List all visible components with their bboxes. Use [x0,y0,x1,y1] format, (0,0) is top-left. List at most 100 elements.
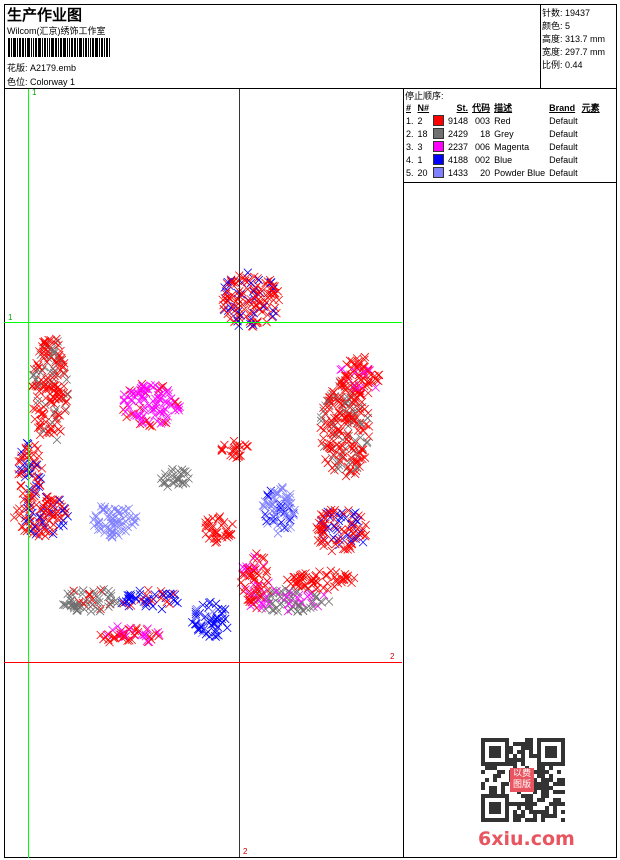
divider [4,88,617,89]
stitch-mark [218,618,227,627]
stitch-mark [357,419,367,429]
stitch-mark [143,624,152,633]
stitch-mark [37,366,47,375]
stitch-mark [247,300,256,309]
stitch-mark [337,392,346,402]
stitch-mark [249,308,259,318]
stitch-mark [35,347,44,356]
stitch-mark [14,504,24,513]
stitch-mark [94,517,103,527]
stitch-mark [30,491,39,501]
stitch-mark [263,519,272,528]
stitch-mark [211,599,221,609]
stitch-mark [345,466,355,476]
stitch-mark [283,606,293,616]
stitch-mark [265,500,275,509]
stitch-mark [265,275,275,285]
stitch-mark [340,406,349,415]
guide-label: 2 [243,847,248,856]
stitch-mark [69,603,79,613]
stitch-mark [36,423,46,432]
stitch-mark [271,587,281,596]
stitch-mark [371,383,380,392]
stitch-mark [208,607,217,616]
stitch-mark [14,457,23,466]
stitch-mark [338,448,348,457]
stitch-mark [60,406,70,416]
site-logo: 6xiu.com [478,828,575,850]
stitch-mark [267,506,277,516]
colorway: 色位: Colorway 1 [7,75,75,88]
stitch-mark [293,587,302,596]
stitch-mark [49,347,59,356]
stitch-mark [138,419,147,428]
stitch-mark [266,486,276,496]
stitch-mark [251,292,260,301]
stitch-mark [316,416,326,426]
stitch-mark [174,405,184,415]
stitch-mark [323,585,332,595]
stitch-mark [25,513,34,523]
stitch-mark [44,382,53,392]
stitch-mark [26,526,36,536]
stitch-mark [338,544,348,554]
stitch-mark [158,409,168,418]
stitch-mark [181,478,191,488]
stitch-mark [243,268,253,277]
stitch-mark [351,449,361,459]
stitch-mark [18,522,27,532]
stitch-mark [133,627,143,637]
stitch-mark [168,464,177,474]
stitch-mark [211,632,221,641]
stitch-mark [221,527,231,537]
stitch-mark [243,442,253,451]
stitch-mark [262,576,272,586]
stitch-mark [245,308,255,318]
stitch-mark [360,352,370,362]
stitch-mark [270,303,280,313]
stitch-mark [214,631,223,640]
stitch-mark [31,404,40,414]
stitch-mark [351,534,360,544]
color-swatch [433,167,445,179]
stitch-mark [44,516,54,526]
stitch-mark [311,571,320,581]
stitch-mark [96,585,106,595]
stitch-mark [330,413,339,423]
stitch-mark [175,474,185,484]
stitch-mark [336,512,345,522]
stitch-mark [260,497,270,506]
page-title: 生产作业图 [7,7,83,24]
stitch-mark [163,412,173,421]
stitch-mark [167,400,177,409]
stitch-mark [33,396,43,406]
stitch-mark [335,426,344,436]
stitch-mark [48,364,58,373]
stitch-mark [140,384,150,394]
stitch-mark [217,444,227,454]
stitch-mark [337,410,347,420]
stitch-mark [92,598,102,607]
stitch-mark [119,395,129,405]
stitch-mark [126,591,136,601]
stitch-mark [208,514,218,523]
stitch-mark [124,636,134,645]
stitch-mark [103,592,113,602]
stitch-mark [346,393,355,402]
stitch-mark [356,376,366,385]
stitch-mark [315,567,324,576]
stitch-mark [337,525,346,534]
stitch-mark [362,437,372,446]
stitch-mark [316,413,326,422]
stitch-mark [134,396,144,406]
stitch-mark [63,589,73,599]
stitch-mark [250,563,259,573]
stitch-mark [195,624,204,634]
stitch-mark [343,371,353,381]
stitch-mark [191,609,201,619]
table-row: 3. 3 2237 006 Magenta Default [406,141,578,153]
stitch-mark [284,595,293,605]
stitch-mark [132,411,141,420]
stitch-mark [324,597,334,606]
stitch-mark [156,419,166,428]
